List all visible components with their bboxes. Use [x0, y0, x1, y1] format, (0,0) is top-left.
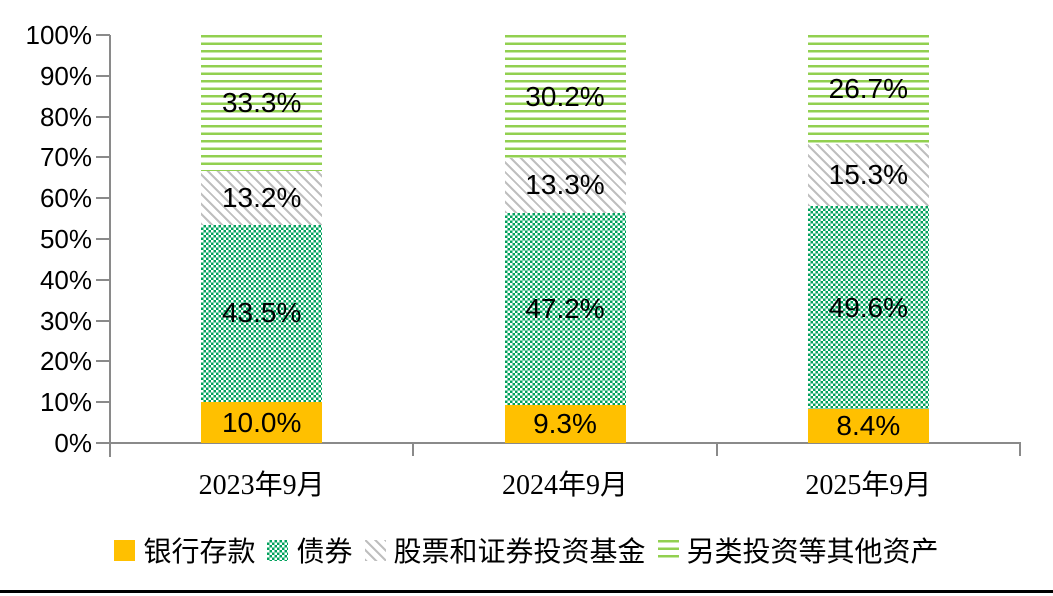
x-axis-tick — [109, 443, 111, 456]
y-axis-tick — [96, 442, 110, 444]
legend-item: 股票和证券投资基金 — [364, 530, 646, 570]
x-axis-category-label: 2025年9月 — [805, 470, 932, 501]
bar-segment-checker: 47.2% — [504, 212, 626, 406]
bar-segment-label: 13.3% — [525, 169, 605, 201]
y-axis-tick-label: 90% — [39, 60, 92, 91]
y-axis-tick — [96, 278, 110, 281]
y-axis-tick — [96, 115, 110, 118]
x-axis-tick — [412, 443, 415, 456]
y-axis-tick-label: 0% — [54, 428, 92, 458]
stacked-bar: 9.3% 47.2% 13.3% 30.2% — [504, 35, 626, 443]
bar-segment-checker: 43.5% — [201, 224, 323, 403]
bar-segment-label: 49.6% — [828, 291, 909, 323]
y-axis-tick-label: 40% — [39, 264, 92, 295]
y-axis-tick — [96, 156, 110, 159]
bar-segment-solid: 9.3% — [504, 405, 626, 443]
bar-segment-label: 9.3% — [533, 408, 597, 440]
stacked-bar: 8.4% 49.6% 15.3% 26.7% — [807, 35, 929, 443]
y-axis-tick-label: 50% — [39, 224, 92, 254]
bar-segment-hlines: 26.7% — [807, 35, 929, 144]
y-axis-tick-label: 20% — [39, 346, 92, 377]
bar-segment-label: 30.2% — [525, 80, 605, 112]
legend-label: 债券 — [296, 537, 353, 568]
y-axis-line — [109, 35, 111, 457]
bar-segment-label: 33.3% — [221, 86, 302, 118]
y-axis-tick-label: 100% — [25, 20, 93, 50]
y-axis-tick-label: 70% — [39, 142, 92, 173]
bar-segment-label: 43.5% — [221, 297, 302, 329]
y-axis-tick — [96, 319, 110, 322]
legend-label: 银行存款 — [143, 537, 256, 568]
legend-swatch-hlines — [657, 539, 679, 561]
bar-segment-checker: 49.6% — [807, 206, 929, 409]
bar-segment-solid: 8.4% — [807, 408, 929, 443]
bar-segment-diagonal: 15.3% — [807, 143, 929, 207]
x-axis-tick — [715, 443, 718, 456]
legend-item: 银行存款 — [114, 530, 255, 570]
y-axis-tick-label: 80% — [39, 101, 92, 132]
bar-segment-label: 8.4% — [836, 409, 901, 441]
bar-segment-label: 15.3% — [828, 159, 909, 191]
x-axis-category-label: 2023年9月 — [198, 470, 325, 501]
legend-swatch-checker — [267, 539, 289, 561]
bar-segment-diagonal: 13.2% — [201, 170, 323, 225]
stacked-bar: 10.0% 43.5% 13.2% 33.3% — [201, 35, 323, 443]
legend-swatch-diagonal — [364, 539, 386, 561]
y-axis-tick — [96, 74, 110, 77]
legend-swatch-solid — [114, 539, 136, 561]
bar-segment-hlines: 33.3% — [201, 35, 323, 171]
bar-segment-hlines: 30.2% — [504, 35, 626, 159]
y-axis-tick — [96, 401, 110, 404]
bottom-divider — [0, 590, 1053, 593]
bar-segment-diagonal: 13.3% — [504, 158, 626, 213]
y-axis-tick — [96, 360, 110, 363]
bar-segment-label: 26.7% — [828, 73, 909, 105]
chart-legend: 银行存款 债券 股票和证券投资基金 另类投资等其他资产 — [0, 530, 1053, 570]
y-axis-tick-label: 30% — [39, 305, 92, 336]
legend-item: 债券 — [267, 530, 353, 570]
legend-item: 另类投资等其他资产 — [657, 530, 939, 570]
x-axis-category-label: 2024年9月 — [501, 470, 628, 501]
bar-segment-solid: 10.0% — [201, 402, 323, 443]
x-axis-line — [109, 442, 1021, 444]
y-axis-tick — [96, 197, 110, 200]
legend-label: 股票和证券投资基金 — [393, 537, 646, 568]
bar-segment-label: 47.2% — [525, 292, 605, 324]
y-axis-tick-label: 60% — [39, 183, 92, 214]
y-axis-tick — [96, 34, 110, 36]
y-axis-tick-label: 10% — [39, 387, 92, 418]
y-axis-tick — [96, 238, 110, 240]
x-axis-tick — [1019, 443, 1021, 456]
bar-segment-label: 13.2% — [221, 181, 302, 213]
bar-segment-label: 10.0% — [221, 406, 302, 438]
legend-label: 另类投资等其他资产 — [686, 537, 939, 568]
